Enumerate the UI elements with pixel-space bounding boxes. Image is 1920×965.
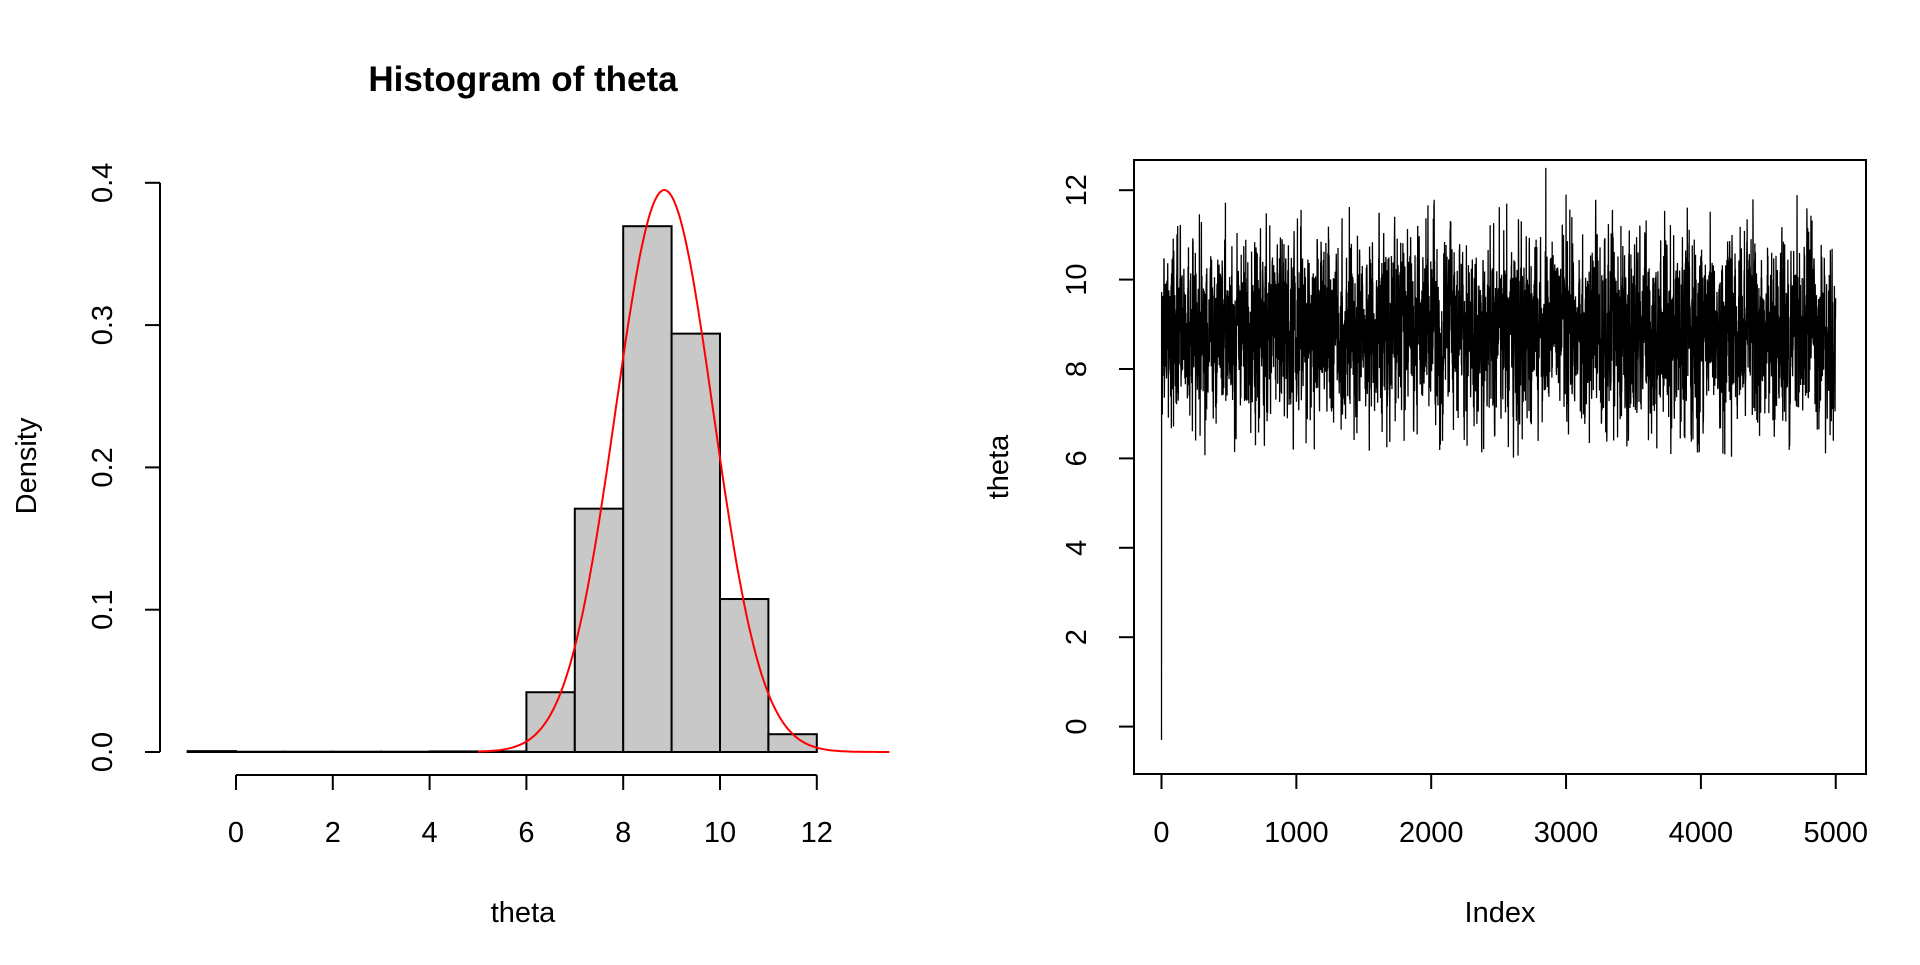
y-tick-label: 0 <box>1061 719 1093 735</box>
y-tick-label: 6 <box>1061 450 1093 466</box>
x-tick-label: 5000 <box>1803 817 1868 849</box>
x-tick-label: 6 <box>518 817 534 849</box>
histogram-y-axis: 0.0 0.1 0.2 0.3 0.4 <box>87 163 160 773</box>
y-tick-label: 0.1 <box>87 590 119 630</box>
trace-line <box>1162 168 1836 740</box>
x-tick-label: 3000 <box>1534 817 1599 849</box>
trace-y-axis: 0 2 4 6 8 10 12 <box>1061 174 1134 735</box>
x-tick-label: 1000 <box>1264 817 1329 849</box>
histogram-bar <box>768 734 816 752</box>
trace-series-line <box>1162 168 1836 740</box>
histogram-x-axis: 0 2 4 6 8 10 12 <box>228 775 833 849</box>
x-tick-label: 12 <box>801 817 833 849</box>
y-tick-label: 12 <box>1061 174 1093 206</box>
x-tick-label: 2000 <box>1399 817 1464 849</box>
x-tick-label: 8 <box>615 817 631 849</box>
histogram-bar <box>188 751 236 752</box>
y-tick-label: 2 <box>1061 629 1093 645</box>
x-tick-label: 0 <box>228 817 244 849</box>
histogram-y-axis-title: Density <box>11 417 43 514</box>
histogram-title: Histogram of theta <box>368 60 678 99</box>
x-tick-label: 4 <box>422 817 438 849</box>
histogram-bar <box>575 509 623 752</box>
y-tick-label: 0.2 <box>87 447 119 487</box>
x-tick-label: 0 <box>1153 817 1169 849</box>
histogram-bar <box>526 692 574 752</box>
histogram-x-axis-title: theta <box>491 897 556 929</box>
histogram-bar <box>430 751 478 752</box>
trace-x-axis-title: Index <box>1465 897 1536 929</box>
x-tick-label: 10 <box>704 817 736 849</box>
x-tick-label: 2 <box>325 817 341 849</box>
histogram-panel: Histogram of theta theta Density 0 2 4 6 8 10… <box>11 60 889 929</box>
y-tick-label: 0.4 <box>87 163 119 203</box>
y-tick-label: 0.0 <box>87 732 119 772</box>
trace-plot-panel: Index theta 0 1000 2000 3000 4000 5000 0 2 4 6 8 1… <box>983 160 1868 929</box>
trace-x-axis: 0 1000 2000 3000 4000 5000 <box>1153 774 1868 849</box>
y-tick-label: 10 <box>1061 263 1093 295</box>
x-tick-label: 4000 <box>1669 817 1734 849</box>
histogram-bars <box>188 226 817 752</box>
y-tick-label: 4 <box>1061 540 1093 556</box>
y-tick-label: 0.3 <box>87 305 119 345</box>
histogram-bar <box>672 334 720 752</box>
y-tick-label: 8 <box>1061 361 1093 377</box>
trace-y-axis-title: theta <box>983 434 1015 499</box>
